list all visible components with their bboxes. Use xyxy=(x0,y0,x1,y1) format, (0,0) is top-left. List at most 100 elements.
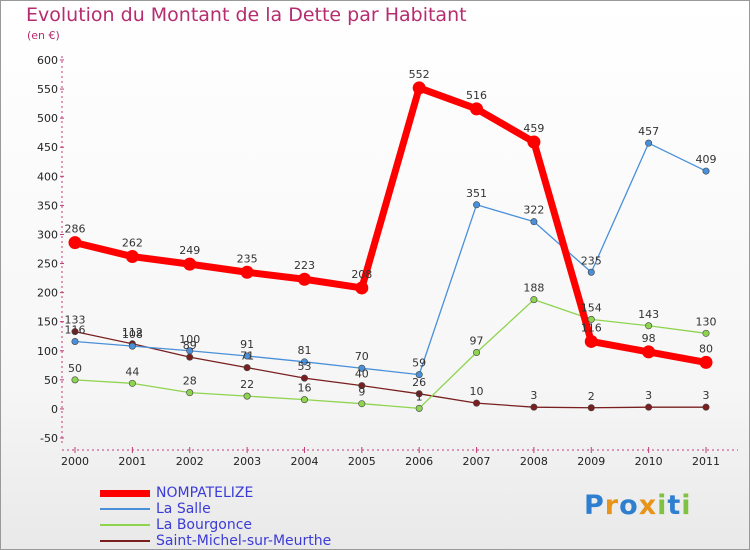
data-point xyxy=(358,364,366,372)
data-point xyxy=(645,139,653,147)
data-point xyxy=(702,167,710,175)
proxiti-logo: Proxiti xyxy=(584,490,692,521)
x-tick-label: 2009 xyxy=(577,455,605,468)
data-point xyxy=(702,403,710,411)
data-label: 70 xyxy=(355,350,369,363)
data-label: 2 xyxy=(588,390,595,403)
data-label: 223 xyxy=(294,259,315,272)
data-label: 50 xyxy=(68,362,82,375)
data-point xyxy=(587,315,595,323)
data-point xyxy=(645,403,653,411)
legend-swatch xyxy=(100,524,150,526)
data-point xyxy=(358,382,366,390)
tick-labels: -500501001502002503003504004505005506002… xyxy=(37,54,720,468)
logo-letter: t xyxy=(667,490,682,521)
legend-swatch xyxy=(100,508,150,510)
data-label: 26 xyxy=(412,376,426,389)
x-tick-label: 2007 xyxy=(463,455,491,468)
y-tick-label: 100 xyxy=(37,345,58,358)
data-point xyxy=(473,201,481,209)
data-label: 112 xyxy=(122,326,143,339)
data-label: 40 xyxy=(355,368,369,381)
data-label: 22 xyxy=(240,378,254,391)
chart-title: Evolution du Montant de la Dette par Hab… xyxy=(26,4,467,26)
data-point xyxy=(128,379,136,387)
data-point xyxy=(128,342,136,350)
y-tick-label: 150 xyxy=(37,316,58,329)
series-line-1 xyxy=(74,142,707,376)
logo-letter: r xyxy=(604,490,620,521)
x-tick-label: 2005 xyxy=(348,455,376,468)
data-point xyxy=(240,265,254,279)
y-tick-label: 550 xyxy=(37,83,58,96)
legend-label: La Salle xyxy=(156,501,211,517)
data-label: 16 xyxy=(297,382,311,395)
data-point xyxy=(355,281,369,295)
data-point xyxy=(412,81,426,95)
logo-letter: i xyxy=(681,490,692,521)
data-label: 1 xyxy=(416,390,423,403)
data-label: 116 xyxy=(581,321,602,334)
data-point xyxy=(530,218,538,226)
data-label: 235 xyxy=(581,254,602,267)
data-point xyxy=(527,135,541,149)
x-tick-label: 2000 xyxy=(61,455,89,468)
x-tick-label: 2010 xyxy=(635,455,663,468)
data-point xyxy=(243,392,251,400)
data-label: 459 xyxy=(523,122,544,135)
data-point xyxy=(587,404,595,412)
data-label: 116 xyxy=(65,323,86,336)
data-point xyxy=(243,364,251,372)
data-label: 409 xyxy=(696,153,717,166)
data-label: 130 xyxy=(696,315,717,328)
legend-label: Saint-Michel-sur-Meurthe xyxy=(156,533,332,549)
data-point xyxy=(702,329,710,337)
data-label: 28 xyxy=(183,375,197,388)
data-point xyxy=(68,236,82,250)
legend-swatch xyxy=(100,489,150,497)
data-points xyxy=(68,81,713,412)
data-label: 81 xyxy=(297,344,311,357)
data-point xyxy=(300,396,308,404)
data-label: 249 xyxy=(179,244,200,257)
data-point xyxy=(645,322,653,330)
series-line-2 xyxy=(74,298,707,409)
data-point xyxy=(125,250,139,264)
logo-letter: x xyxy=(638,490,658,521)
data-label: 457 xyxy=(638,125,659,138)
y-tick-label: 450 xyxy=(37,141,58,154)
x-tick-label: 2001 xyxy=(118,455,146,468)
data-label: 154 xyxy=(581,301,602,314)
data-point xyxy=(71,376,79,384)
data-point xyxy=(470,102,484,116)
x-tick-label: 2002 xyxy=(176,455,204,468)
data-point xyxy=(699,355,713,369)
x-tick-label: 2006 xyxy=(405,455,433,468)
data-label: 80 xyxy=(699,342,713,355)
data-label: 133 xyxy=(65,314,86,327)
data-label: 98 xyxy=(642,332,656,345)
x-tick-label: 2011 xyxy=(692,455,720,468)
logo-letter: o xyxy=(619,490,639,521)
data-label: 143 xyxy=(638,308,659,321)
data-point xyxy=(183,257,197,271)
data-point xyxy=(186,389,194,397)
series-line-0 xyxy=(71,84,710,366)
data-label: 208 xyxy=(351,268,372,281)
x-tick-label: 2003 xyxy=(233,455,261,468)
series-lines xyxy=(71,84,710,409)
data-label: 351 xyxy=(466,187,487,200)
data-point xyxy=(297,272,311,286)
legend-label: La Bourgonce xyxy=(156,517,253,533)
data-point xyxy=(415,371,423,379)
data-point xyxy=(300,374,308,382)
data-point xyxy=(186,347,194,355)
legend-swatch xyxy=(100,540,150,542)
axes xyxy=(60,56,738,453)
y-tick-label: 50 xyxy=(44,374,58,387)
y-tick-label: 0 xyxy=(51,403,58,416)
data-point xyxy=(71,328,79,336)
data-point xyxy=(71,337,79,345)
